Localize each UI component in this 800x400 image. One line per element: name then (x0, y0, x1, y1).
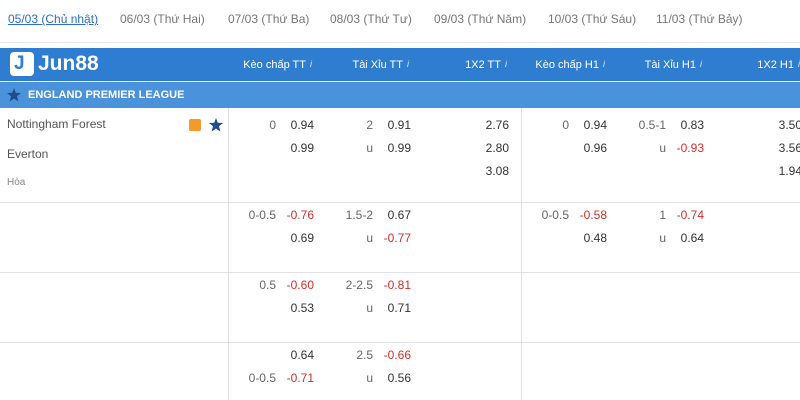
date-tab[interactable]: 10/03 (Thứ Sáu) (548, 12, 637, 26)
tab-divider (0, 42, 800, 43)
column-header: Tài Xỉu H1 (644, 59, 696, 71)
info-icon[interactable]: i (505, 59, 507, 69)
column-header: 1X2 TT (465, 59, 501, 71)
odds[interactable]: 3.56 (778, 141, 800, 155)
column-header: 1X2 H1 (757, 59, 794, 71)
league-bar[interactable] (0, 82, 800, 108)
handicap-line: 2-2.5 (345, 278, 373, 292)
odds[interactable]: 0.64 (290, 348, 314, 362)
header-bar (0, 48, 800, 81)
column-header: Kèo chấp TT (243, 59, 306, 71)
column-header: Tài Xỉu TT (352, 59, 403, 71)
date-tab[interactable]: 05/03 (Chủ nhật) (8, 12, 99, 26)
odds[interactable]: -0.76 (286, 208, 314, 222)
draw-label: Hòa (7, 177, 26, 188)
odds[interactable]: -0.60 (286, 278, 314, 292)
handicap-line: 0-0.5 (248, 371, 276, 385)
odds[interactable]: -0.74 (676, 208, 704, 222)
odds[interactable]: 0.64 (680, 231, 704, 245)
odds[interactable]: -0.58 (579, 208, 607, 222)
handicap-line: 0.5-1 (638, 118, 666, 132)
odds[interactable]: 0.91 (387, 118, 411, 132)
handicap-line: 0-0.5 (248, 208, 276, 222)
date-tab[interactable]: 07/03 (Thứ Ba) (228, 12, 310, 26)
odds[interactable]: 2.76 (485, 118, 509, 132)
handicap-line: 0-0.5 (541, 208, 569, 222)
odds[interactable]: -0.81 (383, 278, 411, 292)
odds[interactable]: 0.53 (290, 301, 314, 315)
odds[interactable]: 2.80 (485, 141, 509, 155)
favorite-star[interactable] (209, 118, 223, 132)
info-icon[interactable]: i (700, 59, 702, 69)
handicap-line: 2.5 (356, 348, 373, 362)
logo-letter: J (14, 53, 25, 74)
logo: Jun88 (38, 52, 99, 75)
row-divider (0, 342, 800, 343)
league-star[interactable] (7, 88, 21, 102)
handicap-line: 0 (269, 118, 276, 132)
handicap-line: 2 (366, 118, 373, 132)
odds[interactable]: 0.99 (290, 141, 314, 155)
column-divider (521, 108, 522, 400)
league-name: ENGLAND PREMIER LEAGUE (28, 89, 185, 101)
odds[interactable]: -0.77 (383, 231, 411, 245)
odds[interactable]: 1.94 (778, 164, 800, 178)
odds[interactable]: 0.99 (387, 141, 411, 155)
odds[interactable]: 0.94 (290, 118, 314, 132)
handicap-line: u (366, 371, 373, 385)
odds[interactable]: -0.71 (286, 371, 314, 385)
handicap-line: u (366, 301, 373, 315)
date-tab[interactable]: 06/03 (Thứ Hai) (120, 12, 205, 26)
logo-icon (10, 52, 34, 76)
live-icon[interactable] (189, 119, 201, 131)
info-icon[interactable]: i (310, 59, 312, 69)
odds[interactable]: -0.66 (383, 348, 411, 362)
odds[interactable]: 0.71 (387, 301, 411, 315)
handicap-line: 1 (659, 208, 666, 222)
info-icon[interactable]: i (798, 59, 800, 69)
odds[interactable]: 0.56 (387, 371, 411, 385)
team-name: Everton (7, 147, 49, 161)
info-icon[interactable]: i (603, 59, 605, 69)
handicap-line: 0 (562, 118, 569, 132)
column-divider (228, 108, 229, 400)
handicap-line: u (366, 141, 373, 155)
row-divider (0, 202, 800, 203)
odds[interactable]: 3.50 (778, 118, 800, 132)
handicap-line: 1.5-2 (345, 208, 373, 222)
odds[interactable]: 0.96 (583, 141, 607, 155)
column-header: Kèo chấp H1 (535, 59, 599, 71)
info-icon[interactable]: i (407, 59, 409, 69)
odds[interactable]: -0.93 (676, 141, 704, 155)
odds[interactable]: 0.94 (583, 118, 607, 132)
odds[interactable]: 3.08 (485, 164, 509, 178)
row-divider (0, 272, 800, 273)
team-name: Nottingham Forest (7, 117, 106, 131)
handicap-line: u (366, 231, 373, 245)
odds[interactable]: 0.69 (290, 231, 314, 245)
odds[interactable]: 0.83 (680, 118, 704, 132)
handicap-line: u (659, 231, 666, 245)
handicap-line: 0.5 (259, 278, 276, 292)
date-tab[interactable]: 11/03 (Thứ Bảy) (656, 12, 743, 26)
handicap-line: u (659, 141, 666, 155)
date-tab[interactable]: 09/03 (Thứ Năm) (434, 12, 527, 26)
date-tab[interactable]: 08/03 (Thứ Tư) (330, 12, 412, 26)
odds[interactable]: 0.67 (387, 208, 411, 222)
odds[interactable]: 0.48 (583, 231, 607, 245)
